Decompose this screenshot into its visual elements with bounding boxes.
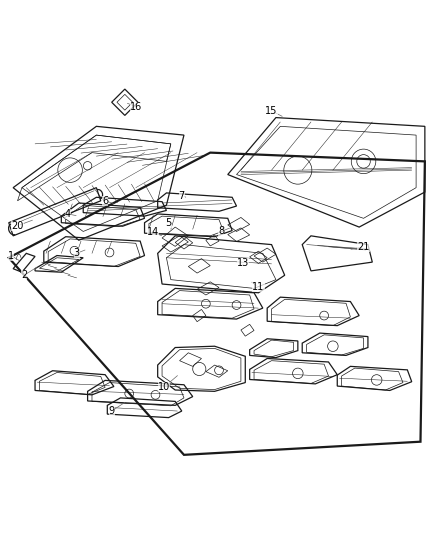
Text: 7: 7	[179, 190, 185, 200]
Text: 14: 14	[147, 228, 159, 237]
Text: 3: 3	[74, 248, 80, 259]
Text: 11: 11	[252, 282, 265, 292]
Text: 4: 4	[65, 209, 71, 219]
Text: 8: 8	[218, 227, 224, 237]
Text: 2: 2	[21, 270, 27, 280]
Text: 6: 6	[102, 196, 108, 206]
Text: 9: 9	[109, 406, 115, 416]
Text: 21: 21	[357, 242, 370, 252]
Text: 20: 20	[11, 221, 24, 231]
Text: 5: 5	[166, 217, 172, 228]
Text: 10: 10	[158, 382, 170, 392]
Text: 16: 16	[130, 102, 142, 111]
Text: 13: 13	[237, 258, 249, 268]
Text: 1: 1	[8, 251, 14, 261]
Text: 15: 15	[265, 106, 278, 116]
